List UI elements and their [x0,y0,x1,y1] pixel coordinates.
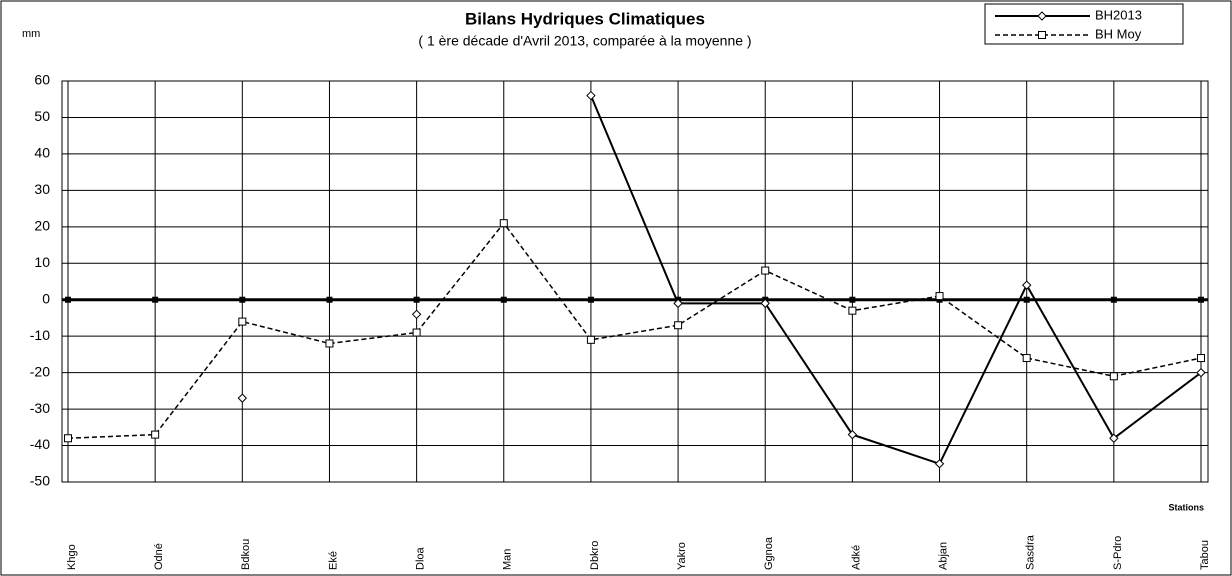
point-marker [411,309,422,320]
point-marker [586,335,595,344]
point-marker [674,321,683,330]
zero-marker [413,296,420,303]
x-tick-label: Odné [153,543,165,570]
y-tick-label: 30 [34,181,50,197]
point-marker [935,292,944,301]
x-tick-label: S-Pdro [1112,536,1124,570]
x-tick-label: Khgo [66,544,78,570]
x-axis-label: Stations [1168,502,1204,512]
point-marker [1109,372,1118,381]
point-marker [934,459,945,469]
zero-marker [1110,296,1117,303]
point-marker [1022,354,1031,363]
y-tick-label: 50 [34,108,50,124]
y-tick-label: 0 [42,290,50,306]
x-tick-label: Sasdra [1025,534,1037,570]
zero-marker [65,296,71,303]
legend-marker [1037,11,1047,21]
zero-marker [1198,296,1204,303]
zero-marker [587,296,594,303]
y-tick-label: 20 [34,218,50,234]
zero-marker [326,296,333,303]
y-tick-label: -30 [30,400,50,416]
y-tick-label: 40 [34,145,50,161]
x-tick-label: Bdkou [240,539,252,570]
series-line [67,221,1202,440]
legend-label: BH2013 [1095,7,1142,22]
point-marker [673,298,683,309]
y-tick-label: 60 [34,72,50,88]
x-tick-label: Dbkro [589,541,601,570]
x-tick-label: Eké [327,551,339,570]
point-marker [151,430,160,439]
y-tick-label: -10 [30,327,50,343]
y-tick-label: -20 [30,363,50,379]
chart-title: Bilans Hydriques Climatiques [465,9,705,28]
y-axis-label: mm [22,28,40,40]
zero-marker [849,296,856,303]
zero-marker [152,296,159,303]
legend-label: BH Moy [1095,26,1142,41]
point-marker [761,266,770,275]
point-marker [499,219,508,228]
plot-area [61,80,1209,483]
point-marker [412,328,421,337]
point-marker [848,306,857,315]
x-tick-label: Tabou [1199,540,1211,570]
x-tick-label: Dloa [415,546,427,570]
x-tick-label: Man [502,549,514,570]
point-marker [1021,280,1032,290]
chart-subtitle: ( 1 ère décade d'Avril 2013, comparée à … [418,33,751,49]
point-marker [1109,433,1119,443]
point-marker [238,317,247,326]
point-marker [325,339,334,348]
point-marker [586,90,596,101]
x-tick-label: Ggnoa [763,536,775,570]
x-tick-label: Adké [850,545,862,570]
x-tick-label: Abjan [937,542,949,570]
zero-marker [500,296,507,303]
legend-box [984,3,1184,45]
legend-marker [1038,31,1046,39]
point-marker [760,298,770,309]
x-tick-label: Yakro [676,542,688,570]
zero-marker [239,296,246,303]
y-tick-label: -40 [30,436,50,452]
y-tick-label: 10 [34,254,50,270]
point-marker [1197,354,1205,363]
series-line [590,95,1202,465]
point-marker [237,393,248,403]
y-tick-label: -50 [30,473,50,489]
zero-marker [1023,296,1030,303]
point-marker [64,434,72,443]
point-marker [847,429,858,440]
point-marker [1196,367,1206,378]
